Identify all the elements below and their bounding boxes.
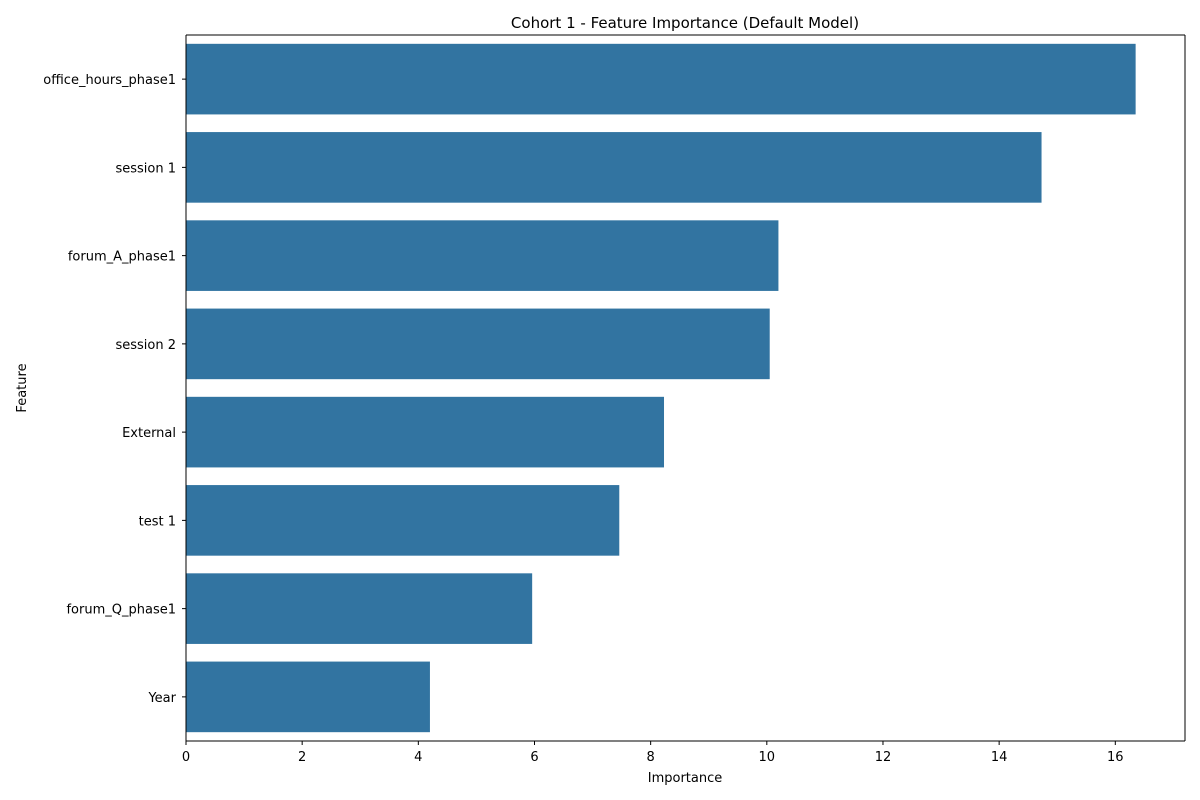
bar-1 bbox=[186, 132, 1042, 203]
x-tick-label: 8 bbox=[647, 750, 655, 765]
bar-4 bbox=[186, 396, 665, 468]
chart-title: Cohort 1 - Feature Importance (Default M… bbox=[511, 14, 859, 32]
x-axis-label: Importance bbox=[648, 771, 723, 786]
y-tick-label: forum_Q_phase1 bbox=[66, 603, 176, 618]
y-tick-label: test 1 bbox=[139, 514, 176, 529]
x-axis-ticks: 0 2 4 6 8 10 12 14 16 bbox=[182, 741, 1124, 765]
x-tick-label: 0 bbox=[182, 750, 190, 765]
bar-7 bbox=[186, 661, 430, 733]
x-tick-label: 14 bbox=[991, 750, 1008, 765]
y-tick-label: session 1 bbox=[115, 161, 176, 176]
bar-0 bbox=[186, 43, 1136, 115]
y-tick-label: office_hours_phase1 bbox=[43, 73, 176, 88]
bar-6 bbox=[186, 573, 533, 644]
x-tick-label: 12 bbox=[875, 750, 892, 765]
x-tick-label: 2 bbox=[298, 750, 306, 765]
y-axis-label: Feature bbox=[15, 363, 30, 412]
y-tick-label: Year bbox=[147, 691, 176, 706]
x-tick-label: 16 bbox=[1107, 750, 1124, 765]
bar-5 bbox=[186, 485, 620, 556]
y-tick-label: External bbox=[122, 426, 176, 441]
x-tick-label: 4 bbox=[414, 750, 422, 765]
y-tick-label: forum_A_phase1 bbox=[68, 250, 176, 265]
bar-2 bbox=[186, 220, 779, 291]
x-tick-label: 10 bbox=[759, 750, 776, 765]
bar-3 bbox=[186, 308, 770, 380]
bars-group bbox=[186, 43, 1136, 733]
y-tick-label: session 2 bbox=[115, 338, 176, 353]
x-tick-label: 6 bbox=[530, 750, 538, 765]
